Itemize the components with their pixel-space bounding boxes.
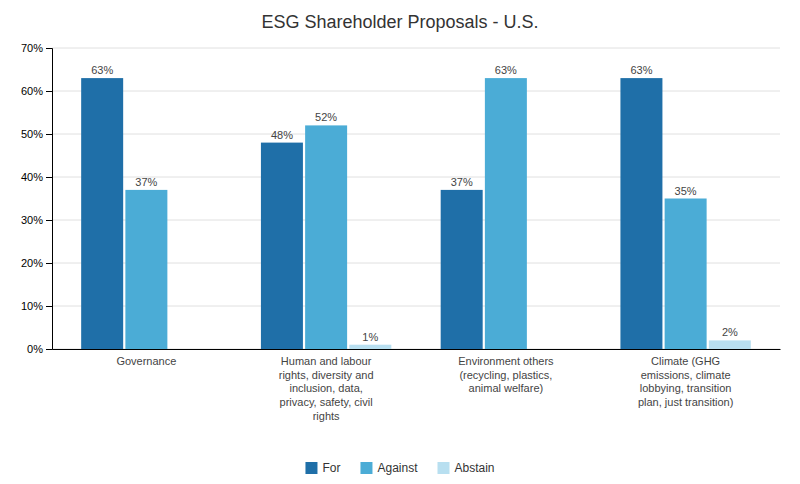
y-tick-label: 10% [21,300,43,312]
y-tick: 10% [21,300,52,312]
y-tick: 50% [21,128,52,140]
grid-line [52,177,780,178]
grid [52,48,780,349]
bar [709,340,751,349]
y-tick-mark [46,48,52,49]
plot: 63% 48% 37% 63% 37% 52% 63% 35% 1% 2% 0% 10% 20% 30% 4… [21,42,781,422]
data-label: 2% [722,326,738,338]
x-tick: Human and labourrights, diversity andinc… [279,355,374,422]
y-tick-mark [46,177,52,178]
bar [349,345,391,349]
bar [485,78,527,349]
x-axis: Governance Human and labourrights, divers… [53,350,781,422]
data-label: 48% [271,129,293,141]
x-tick: Climate (GHGemissions, climatelobbying, … [638,355,733,408]
bar [81,78,123,349]
series [125,78,706,349]
y-tick-label: 0% [27,343,43,355]
legend-label: Against [377,461,418,475]
legend-swatch [438,462,450,474]
legend-item: Against [360,461,418,475]
y-axis: 0% 10% 20% 30% 40% 50% 60% 70% [21,42,53,355]
legend-label: Abstain [455,461,495,475]
y-tick: 70% [21,42,52,54]
bar [665,199,707,350]
y-tick-mark [46,349,52,350]
y-tick: 40% [21,171,52,183]
data-label: 52% [315,111,337,123]
data-label: 35% [675,185,697,197]
chart: ESG Shareholder Proposals - U.S. 63% 48% 37… [0,0,800,484]
legend: For Against Abstain [305,461,494,475]
data-label: 37% [451,176,473,188]
x-tick-label: Governance [116,355,176,367]
y-tick-mark [46,91,52,92]
y-tick: 0% [27,343,52,355]
bar [261,143,303,349]
y-tick-label: 40% [21,171,43,183]
y-tick-mark [46,263,52,264]
y-tick-label: 70% [21,42,43,54]
bar [170,349,212,350]
bar [125,190,167,349]
data-label: 63% [630,64,652,76]
legend-item: For [305,461,340,475]
grid-line [52,48,780,49]
bar [620,78,662,349]
y-tick-mark [46,134,52,135]
legend-item: Abstain [438,461,495,475]
x-tick: Governance [116,355,176,367]
bar [441,190,483,349]
x-tick-label: Climate (GHGemissions, climatelobbying, … [638,355,733,408]
series [349,340,750,349]
legend-swatch [360,462,372,474]
y-tick: 30% [21,214,52,226]
series [81,78,662,349]
bars [81,78,751,349]
data-labels: 63% 48% 37% 63% 37% 52% 63% 35% 1% 2% [91,64,738,343]
legend-label: For [322,461,340,475]
y-axis-line [46,49,53,350]
data-label: 63% [495,64,517,76]
data-label: 37% [135,176,157,188]
y-tick-label: 60% [21,85,43,97]
data-label: 63% [91,64,113,76]
x-tick: Environment others(recycling, plastics,a… [458,355,554,395]
data-label: 1% [362,331,378,343]
y-tick-label: 50% [21,128,43,140]
x-axis-line [53,349,781,350]
grid-line [52,91,780,92]
x-tick-label: Human and labourrights, diversity andinc… [279,355,374,422]
y-tick-mark [46,306,52,307]
y-tick-label: 30% [21,214,43,226]
y-tick: 20% [21,257,52,269]
y-tick-mark [46,220,52,221]
legend-swatch [305,462,317,474]
bar [305,125,347,349]
y-tick-label: 20% [21,257,43,269]
title: ESG Shareholder Proposals - U.S. [261,12,538,32]
x-tick-label: Environment others(recycling, plastics,a… [458,355,554,395]
bar [529,349,571,350]
grid-line [52,134,780,135]
y-tick: 60% [21,85,52,97]
